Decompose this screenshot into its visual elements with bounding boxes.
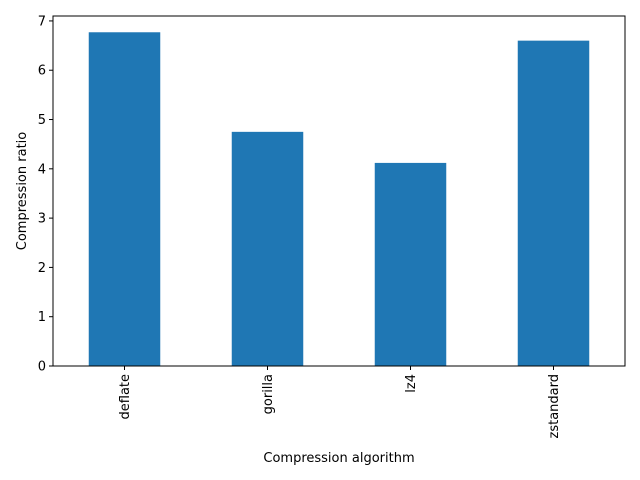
bar-gorilla xyxy=(231,131,304,366)
y-axis-ticks: 0 1 2 3 4 5 6 7 xyxy=(38,14,53,375)
x-tick-label: zstandard xyxy=(547,374,562,439)
bar-zstandard xyxy=(517,40,590,366)
bar-lz4 xyxy=(374,162,447,366)
y-tick-label: 7 xyxy=(38,14,46,29)
bar-deflate xyxy=(88,32,161,366)
x-axis-label: Compression algorithm xyxy=(263,451,414,466)
x-tick-label: gorilla xyxy=(261,374,276,414)
x-axis-ticks: deflate gorilla lz4 zstandard xyxy=(118,366,562,439)
y-tick-label: 5 xyxy=(38,113,46,128)
y-tick-label: 6 xyxy=(38,64,46,79)
y-tick-label: 2 xyxy=(38,261,46,276)
y-tick-label: 0 xyxy=(38,360,46,375)
y-axis-label: Compression ratio xyxy=(15,132,30,251)
x-tick-label: lz4 xyxy=(404,374,419,393)
bars-group xyxy=(88,32,590,366)
y-tick-label: 3 xyxy=(38,212,46,227)
plot-area-frame xyxy=(52,15,626,367)
x-tick-label: deflate xyxy=(118,374,133,420)
y-tick-label: 1 xyxy=(38,310,46,325)
y-tick-label: 4 xyxy=(38,162,46,177)
